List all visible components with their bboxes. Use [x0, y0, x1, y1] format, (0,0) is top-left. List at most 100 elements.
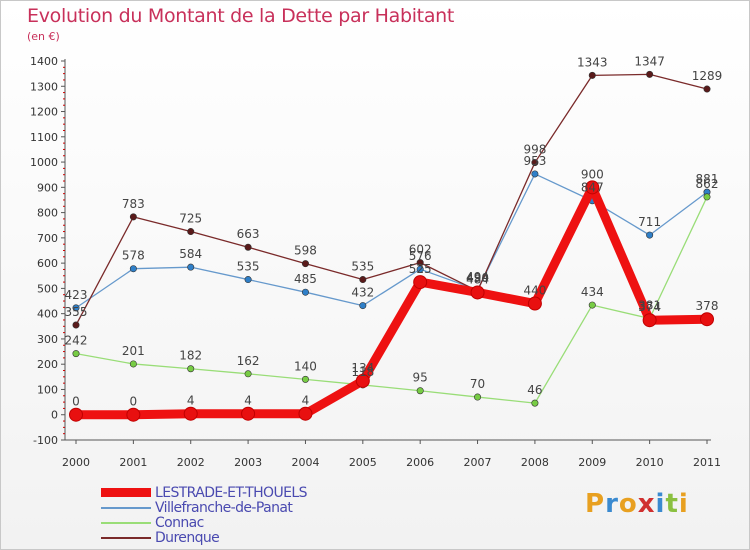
data-label: 201: [122, 344, 145, 358]
data-label: 432: [351, 286, 374, 300]
x-tick-label: 2007: [464, 456, 492, 469]
proxiti-logo: Proxiti: [585, 489, 689, 519]
data-label: 162: [237, 354, 260, 368]
x-tick-label: 2005: [349, 456, 377, 469]
data-point: [301, 260, 309, 268]
data-label: 1289: [692, 69, 723, 83]
y-tick-label: 100: [37, 383, 58, 396]
x-tick-label: 2001: [119, 456, 147, 469]
logo-letter: o: [618, 489, 638, 519]
data-label: 4: [302, 394, 310, 408]
data-point: [531, 170, 539, 178]
data-label: 862: [696, 177, 719, 191]
data-point: [585, 180, 600, 195]
data-point: [531, 399, 539, 407]
data-point: [416, 259, 424, 267]
data-label: 602: [409, 243, 432, 257]
data-label: 95: [413, 371, 428, 385]
data-label: 998: [523, 143, 546, 157]
data-point: [359, 302, 367, 310]
data-point: [474, 393, 482, 401]
y-tick-label: 400: [37, 308, 58, 321]
data-point: [301, 288, 309, 296]
data-label: 525: [409, 262, 432, 276]
data-point: [241, 406, 256, 421]
y-tick-label: 1300: [30, 80, 58, 93]
data-point: [298, 406, 313, 421]
data-label: 783: [122, 197, 145, 211]
x-tick-label: 2000: [62, 456, 90, 469]
logo-letter: r: [605, 489, 619, 519]
data-point: [244, 370, 252, 378]
legend-label: Connac: [155, 514, 204, 531]
data-point: [646, 70, 654, 78]
logo-letter: i: [655, 489, 666, 519]
data-label: 0: [130, 395, 138, 409]
data-label: 140: [294, 359, 317, 373]
y-tick-label: 200: [37, 358, 58, 371]
legend-swatch: [101, 536, 151, 539]
series-line-lestrade-et-thouels: [71, 182, 712, 420]
data-label: 0: [72, 395, 80, 409]
y-tick-label: 600: [37, 257, 58, 270]
data-label: 46: [527, 383, 542, 397]
data-label: 4: [187, 394, 195, 408]
data-label: 725: [179, 212, 202, 226]
data-point: [700, 312, 714, 327]
legend-item: Connac: [101, 514, 307, 531]
x-tick-label: 2006: [406, 456, 434, 469]
data-label: 374: [638, 300, 661, 314]
legend-swatch: [101, 488, 151, 497]
data-point: [646, 231, 654, 239]
data-label: 70: [470, 377, 485, 391]
series-line-connac: [75, 196, 708, 404]
data-label: 881: [696, 172, 719, 186]
data-label: 953: [523, 154, 546, 168]
data-point: [416, 387, 424, 395]
x-tick-label: 2009: [578, 456, 606, 469]
data-label: 440: [523, 284, 546, 298]
data-point: [413, 275, 428, 290]
chart-title: Evolution du Montant de la Dette par Hab…: [27, 5, 455, 27]
data-point: [244, 243, 252, 251]
data-point: [588, 71, 596, 79]
legend-item: LESTRADE-ET-THOUELS: [101, 485, 307, 501]
data-point: [129, 360, 137, 368]
data-label: 134: [351, 361, 374, 375]
data-label: 485: [294, 272, 317, 286]
data-point: [72, 321, 80, 329]
data-point: [187, 365, 195, 373]
data-label: 535: [351, 260, 374, 274]
logo-letter: i: [678, 489, 689, 519]
data-label: 378: [696, 299, 719, 313]
series-line-durenque: [75, 73, 708, 326]
data-point: [588, 301, 596, 309]
x-tick-label: 2003: [234, 456, 262, 469]
data-point: [183, 406, 198, 421]
y-tick-label: 900: [37, 181, 58, 194]
data-label: 598: [294, 244, 317, 258]
data-point: [72, 350, 80, 358]
data-label: 182: [179, 349, 202, 363]
data-label: 381: [638, 298, 661, 312]
data-point: [301, 375, 309, 383]
data-point: [69, 407, 83, 422]
data-label: 663: [237, 227, 260, 241]
y-tick-label: 1000: [30, 156, 58, 169]
data-label: 1343: [577, 55, 608, 69]
legend-item: Durenque: [101, 530, 307, 546]
data-label: 434: [581, 285, 604, 299]
y-tick-label: 0: [51, 409, 58, 422]
data-point: [355, 373, 370, 388]
data-label: 578: [122, 249, 145, 263]
data-point: [187, 228, 195, 236]
data-label: 490: [466, 271, 489, 285]
y-tick-label: 1400: [30, 55, 58, 68]
data-label: 576: [409, 249, 432, 263]
logo-letter: x: [637, 489, 656, 519]
data-point: [126, 407, 141, 422]
y-tick-label: 500: [37, 282, 58, 295]
y-tick-label: 800: [37, 207, 58, 220]
data-label: 535: [237, 260, 260, 274]
